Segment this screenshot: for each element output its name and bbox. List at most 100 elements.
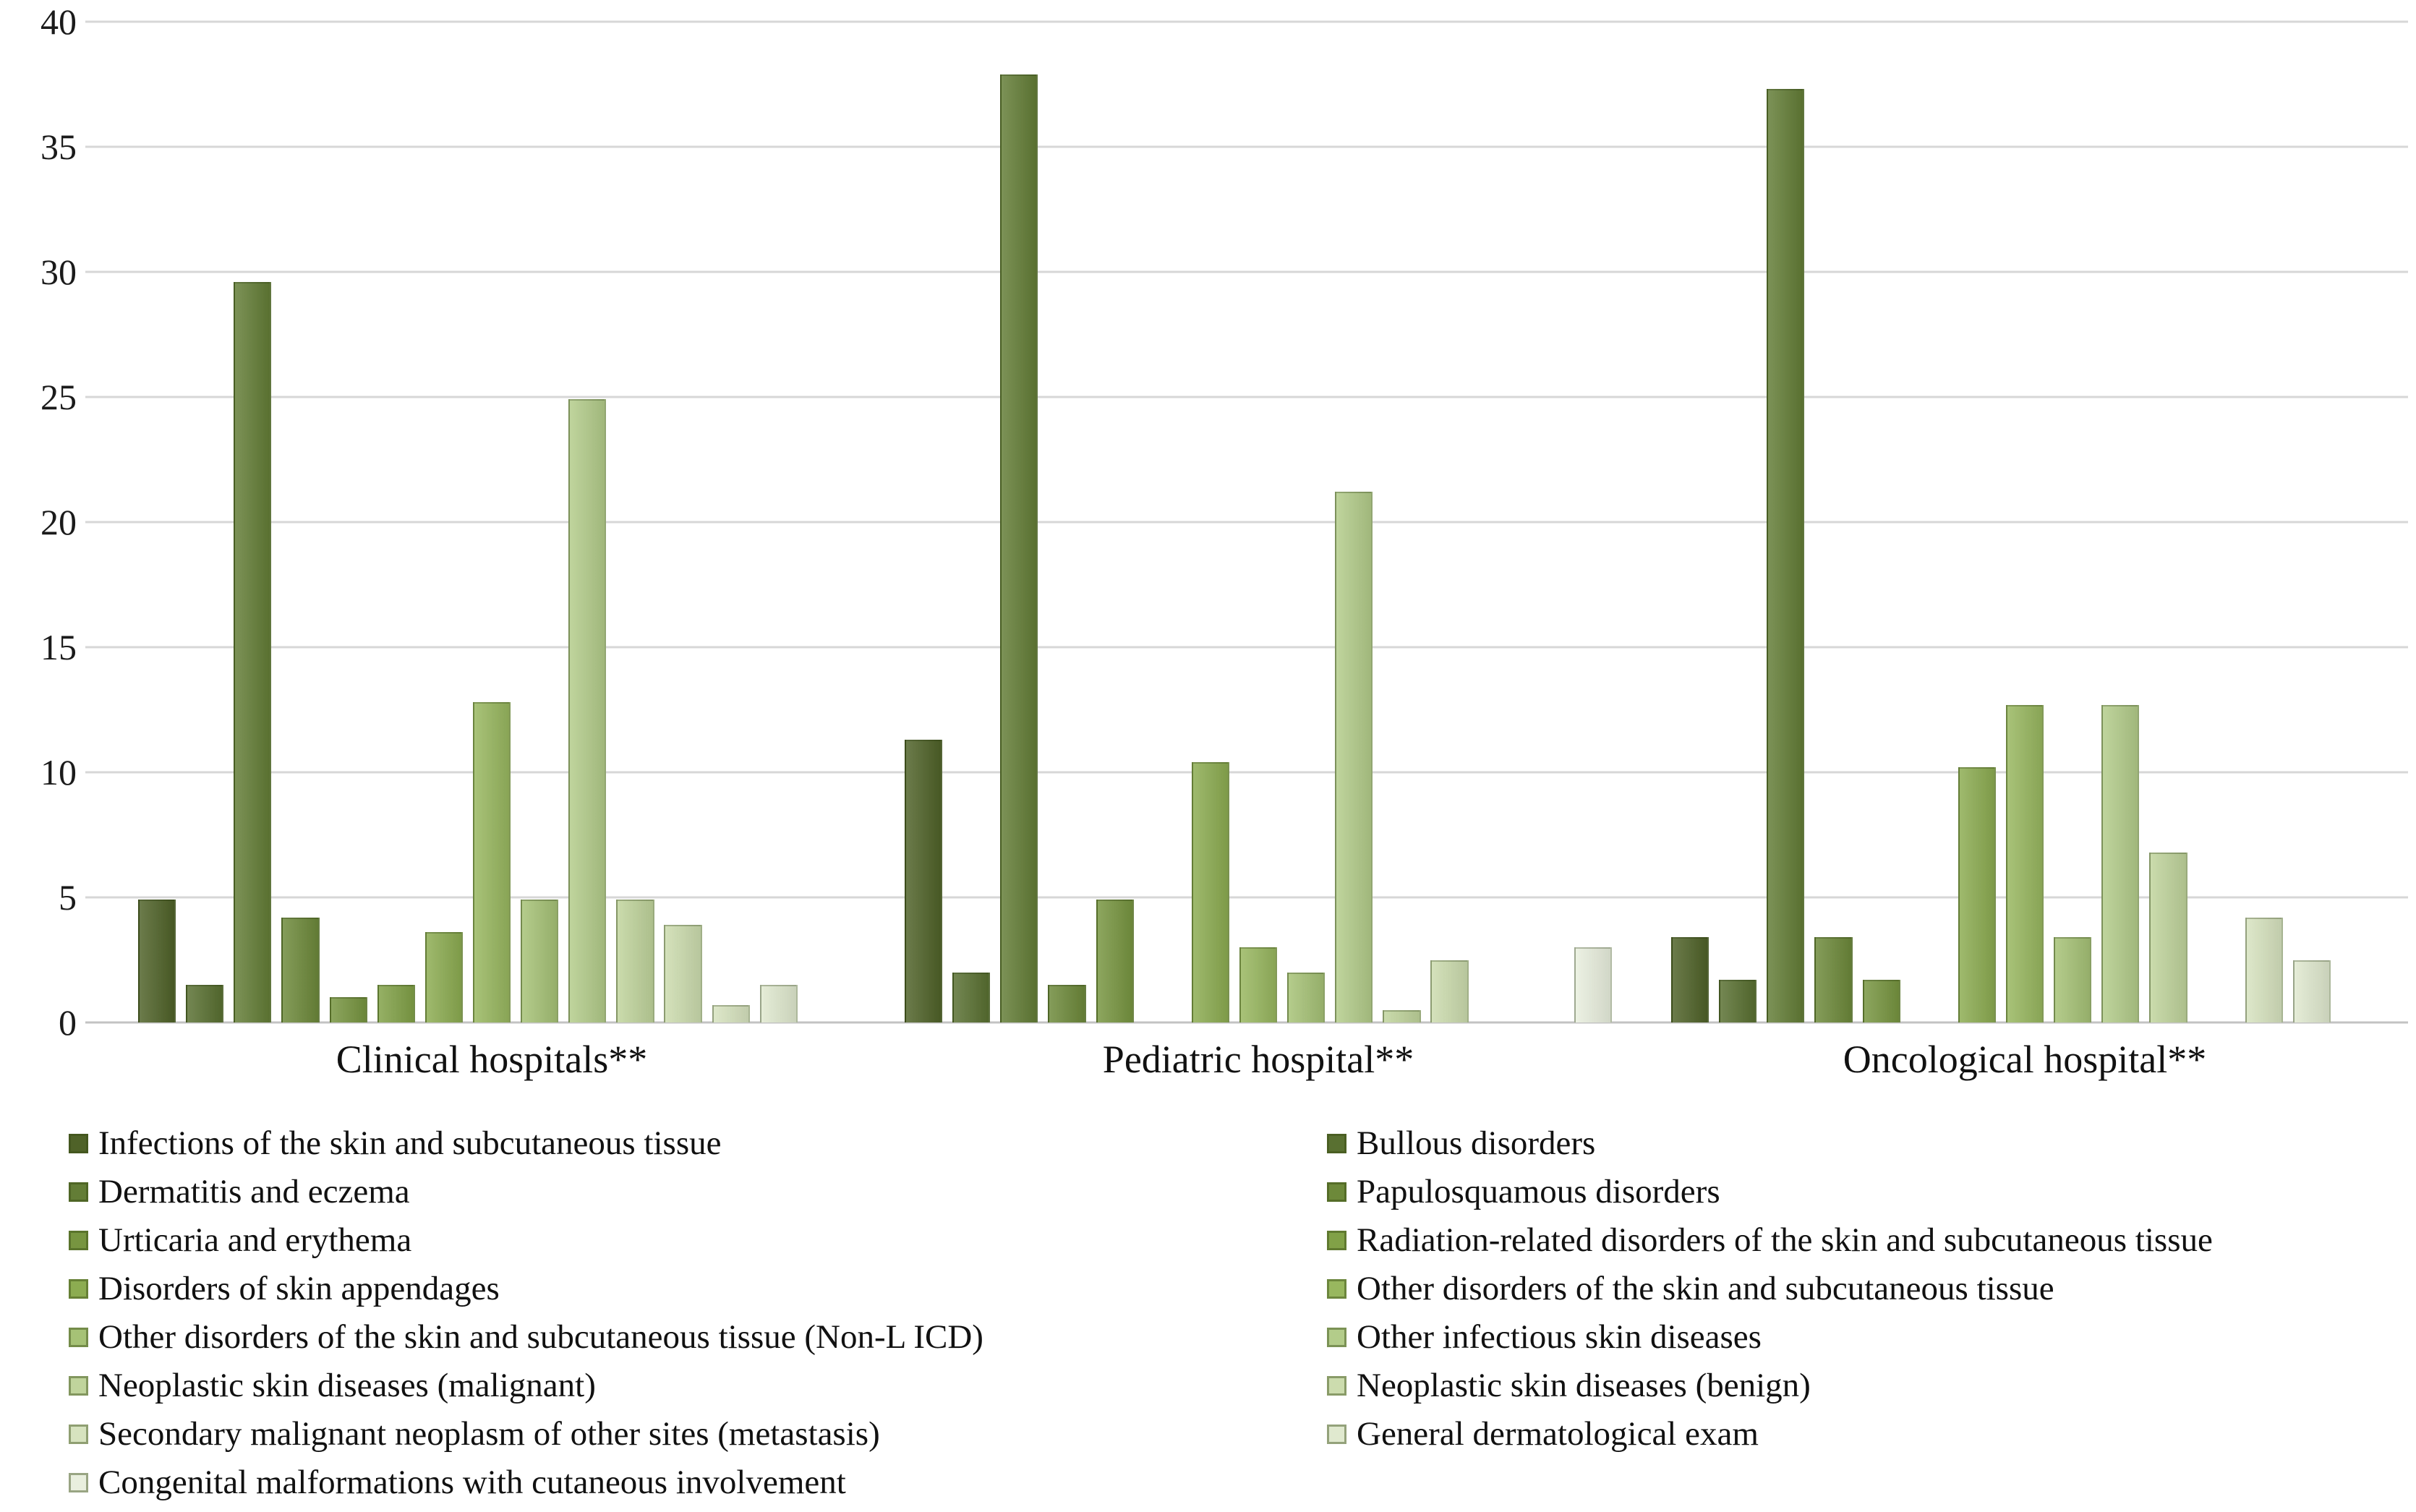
legend-column-right: Bullous disorders Papulosquamous disorder… [1327,1119,2213,1458]
bar-slot [1762,22,1809,1022]
x-axis-category-labels: Clinical hospitals** Pediatric hospital**… [108,1038,2408,1081]
legend-item: Other infectious skin diseases [1327,1313,2213,1362]
gridline [85,396,2408,398]
legend-item: Disorders of skin appendages [69,1265,983,1313]
bar-slot [276,22,324,1022]
y-axis-tick-label: 5 [59,877,77,918]
bar-11-group-2 [1383,1009,1421,1022]
gridline [85,771,2408,774]
legend-item: Bullous disorders [1327,1119,2213,1168]
legend-swatch-icon [69,1328,88,1347]
legend-item: Radiation-related disorders of the skin … [1327,1216,2213,1265]
legend-label: Congenital malformations with cutaneous … [98,1464,846,1501]
legend-swatch-icon [1327,1231,1346,1250]
legend-swatch-icon [1327,1279,1346,1299]
legend-swatch-icon [1327,1182,1346,1202]
legend-label: Radiation-related disorders of the skin … [1357,1221,2213,1259]
bar-slot [803,22,850,1022]
legend-item: Dermatitis and eczema [69,1168,983,1216]
bar-slot [1666,22,1714,1022]
bar-slot [995,22,1043,1022]
y-axis: 0 5 10 15 20 25 30 35 40 [0,4,93,1041]
bar-8-group-2 [1239,947,1278,1022]
legend-item: Infections of the skin and subcutaneous … [69,1119,983,1168]
legend-label: Other disorders of the skin and subcutan… [98,1318,983,1356]
bar-10-group-1 [568,399,607,1022]
bar-groups [108,22,2408,1022]
gridline [85,145,2408,148]
bar-slot [563,22,611,1022]
bar-7-group-3 [1958,767,1997,1022]
category-label: Oncological hospital** [1843,1038,2207,1081]
gridline [85,20,2408,23]
legend-item: General dermatological exam [1327,1410,2213,1458]
bar-slot [1187,22,1234,1022]
legend-label: Disorders of skin appendages [98,1270,500,1307]
bar-7-group-2 [1191,762,1230,1022]
bar-slot [755,22,803,1022]
bar-slot [2288,22,2336,1022]
y-axis-tick-label: 0 [59,1002,77,1043]
bar-slot [2049,22,2096,1022]
bar-slot [2240,22,2288,1022]
bar-5-group-1 [329,997,367,1022]
legend-label: General dermatological exam [1357,1415,1759,1453]
bar-14-group-1 [759,985,798,1022]
y-axis-tick-label: 20 [40,502,77,542]
bar-slot [611,22,659,1022]
y-axis-tick-label: 25 [40,377,77,417]
bar-slot [325,22,372,1022]
bar-slot [1139,22,1187,1022]
bar-slot [2001,22,2049,1022]
bar-slot [2144,22,2192,1022]
bar-12-group-1 [664,925,702,1022]
legend-swatch-icon [69,1376,88,1396]
bar-9-group-1 [521,900,559,1022]
bar-9-group-2 [1287,972,1326,1022]
bar-slot [420,22,468,1022]
bar-slot [1809,22,1857,1022]
plot-area [85,20,2408,1024]
bar-slot [2336,22,2383,1022]
bar-9-group-3 [2054,937,2092,1022]
bar-13-group-1 [712,1004,750,1022]
bar-1-group-1 [137,900,176,1022]
legend-swatch-icon [69,1425,88,1444]
bar-slot [1043,22,1090,1022]
legend-label: Bullous disorders [1357,1124,1596,1162]
bar-5-group-3 [1862,980,1900,1022]
legend-swatch-icon [69,1134,88,1153]
bar-slot [1905,22,1953,1022]
gridline [85,646,2408,649]
bar-8-group-3 [2005,704,2044,1022]
legend-swatch-icon [1327,1328,1346,1347]
bar-4-group-2 [1048,985,1086,1022]
bar-3-group-2 [1000,74,1038,1022]
bar-slot [1714,22,1762,1022]
legend-swatch-icon [1327,1134,1346,1153]
bar-13-group-3 [2245,917,2283,1022]
bar-slot [372,22,420,1022]
legend-item: Congenital malformations with cutaneous … [69,1458,983,1507]
bar-slot [1282,22,1330,1022]
category-label: Clinical hospitals** [336,1038,648,1081]
bar-2-group-2 [952,972,991,1022]
legend-swatch-icon [69,1473,88,1492]
bar-group [1642,22,2408,1022]
bar-6-group-1 [377,985,415,1022]
bar-slot [1091,22,1139,1022]
bar-slot [1426,22,1474,1022]
bar-slot [900,22,947,1022]
bar-12-group-2 [1430,960,1469,1022]
bar-1-group-3 [1670,937,1709,1022]
y-axis-tick-label: 35 [40,127,77,167]
bar-10-group-3 [2101,704,2140,1022]
bar-slot [1330,22,1378,1022]
legend-label: Other infectious skin diseases [1357,1318,1762,1356]
bar-4-group-3 [1814,937,1853,1022]
legend-swatch-icon [69,1182,88,1202]
legend-item: Secondary malignant neoplasm of other si… [69,1410,983,1458]
legend-item: Urticaria and erythema [69,1216,983,1265]
y-axis-tick-label: 30 [40,252,77,292]
